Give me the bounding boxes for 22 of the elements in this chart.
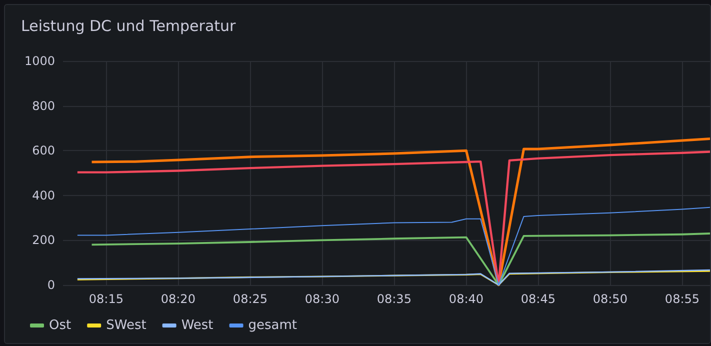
legend-label: West — [181, 318, 214, 333]
legend-label: gesamt — [248, 318, 298, 333]
x-tick-label: 08:50 — [592, 292, 628, 306]
y-tick-label: 600 — [32, 144, 55, 158]
y-tick-label: 800 — [32, 98, 55, 113]
x-tick-label: 08:20 — [160, 292, 196, 306]
legend-label: SWest — [106, 318, 146, 333]
x-tick-label: 08:30 — [304, 292, 340, 306]
line-series — [76, 206, 710, 286]
chart-title: Leistung DC und Temperatur — [21, 17, 236, 35]
line-series — [90, 232, 710, 286]
y-tick-label: 200 — [32, 233, 55, 248]
x-tick-label: 08:40 — [448, 292, 484, 306]
legend-label: Ost — [49, 318, 72, 333]
x-tick-label: 08:55 — [664, 292, 700, 306]
y-tick-label: 0 — [47, 278, 55, 292]
x-tick-label: 08:15 — [88, 292, 124, 306]
x-tick-label: 08:35 — [376, 292, 412, 306]
y-tick-label: 400 — [32, 188, 55, 202]
x-tick-label: 08:45 — [520, 292, 556, 306]
x-tick-label: 08:25 — [232, 292, 268, 306]
y-tick-label: 1000 — [24, 54, 55, 68]
